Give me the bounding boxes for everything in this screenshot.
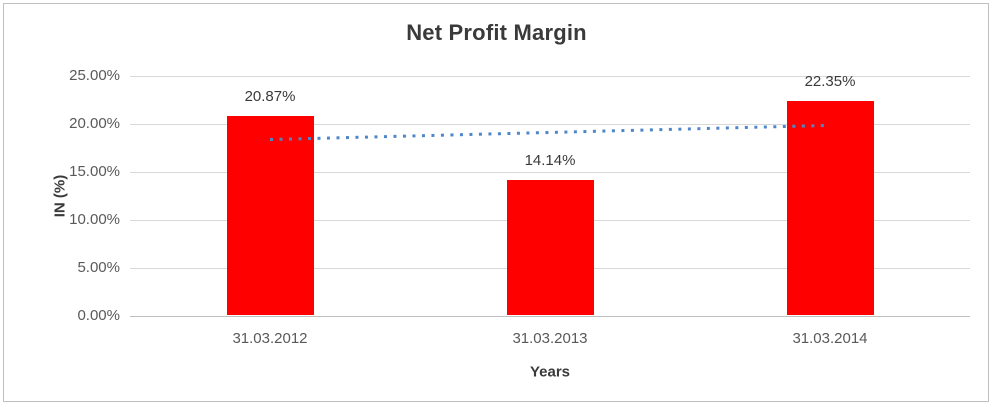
y-tick-label: 0.00% [77, 307, 120, 324]
gridline-15 [130, 171, 970, 173]
bar-31.03.2013 [506, 180, 594, 315]
data-label: 20.87% [244, 87, 296, 105]
x-tick-label: 31.03.2014 [792, 330, 868, 347]
x-tick-label: 31.03.2013 [512, 330, 588, 347]
data-label: 22.35% [804, 73, 856, 91]
y-tick-label: 5.00% [77, 259, 120, 276]
bar-31.03.2012 [226, 115, 314, 315]
data-label: 14.14% [524, 152, 576, 170]
y-tick-label: 10.00% [69, 211, 120, 228]
x-tick-label: 31.03.2012 [232, 330, 308, 347]
bar-31.03.2014 [786, 101, 874, 315]
y-tick-label: 20.00% [69, 115, 120, 132]
y-tick-label: 25.00% [69, 67, 120, 84]
chart-title: Net Profit Margin [406, 20, 587, 45]
gridline-0 [130, 315, 970, 317]
y-tick-label: 15.00% [69, 163, 120, 180]
gridline-25 [130, 75, 970, 77]
x-axis-title: Years [529, 363, 571, 381]
